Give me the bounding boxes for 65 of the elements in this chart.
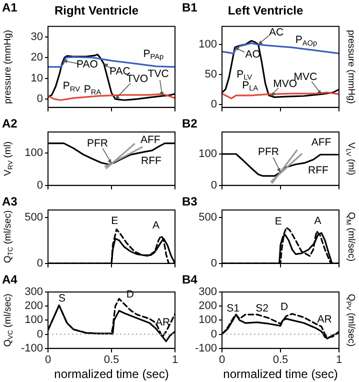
chart-title: Right Ventricle	[54, 4, 139, 18]
text: B3	[182, 194, 198, 208]
y-tick-label: 20	[30, 52, 43, 64]
y-tick-label: 0	[36, 93, 43, 106]
annotation: D	[280, 300, 289, 313]
y-tick-label: 0	[36, 179, 43, 192]
text: A1	[2, 0, 18, 14]
annotation: A	[314, 215, 322, 228]
annotation: S	[58, 292, 66, 304]
annotation: S2	[256, 302, 269, 314]
y-tick-label: 0	[210, 328, 217, 340]
text: B1	[182, 0, 198, 14]
text: A3	[2, 194, 18, 208]
y-axis-title: pressure (mmHg)	[345, 30, 356, 104]
y-tick-label: 0	[210, 257, 217, 270]
x-tick-label: 0.5	[272, 354, 288, 366]
x-tick-label: 0	[218, 354, 226, 366]
y-tick-label: -100	[20, 342, 43, 354]
y-tick-label: 0	[36, 257, 43, 270]
text: B4	[182, 272, 198, 286]
x-tick-label: 1	[336, 354, 342, 366]
y-tick-label: 30	[30, 30, 43, 43]
annotation: AR	[317, 314, 332, 326]
y-tick-label: 0	[210, 179, 217, 192]
y-tick-label: 300	[24, 286, 43, 298]
y-tick-label: 100	[198, 314, 217, 326]
x-tick-label: 0	[44, 354, 52, 366]
y-tick-label: 200	[198, 300, 217, 312]
annotation: RFF	[141, 154, 162, 167]
annotation: E	[111, 215, 118, 228]
y-tick-label: 10	[30, 72, 43, 84]
x-axis-title: normalized time (sec)	[54, 367, 169, 382]
y-tick-label: 100	[24, 147, 43, 160]
x-tick-label: 1	[172, 354, 178, 366]
annotation: E	[274, 215, 282, 228]
y-axis-title: pressure (mmHg)	[2, 30, 14, 104]
y-tick-label: -100	[194, 342, 217, 354]
annotation: TVC	[148, 68, 170, 80]
y-tick-label: 500	[24, 211, 43, 224]
annotation: PFR	[258, 146, 280, 158]
y-tick-label: 100	[198, 148, 217, 160]
annotation: PAO	[76, 58, 98, 71]
chart-title: Left Ventricle	[228, 4, 304, 18]
y-tick-label: 500	[198, 211, 217, 224]
x-axis-title: normalized time (sec)	[223, 367, 338, 382]
annotation: PFR	[87, 137, 108, 150]
annotation: A	[152, 220, 160, 232]
annotation: AO	[245, 48, 260, 60]
text: B2	[182, 116, 198, 130]
annotation: S1	[226, 302, 240, 314]
annotation: AFF	[311, 136, 332, 149]
annotation: AFF	[140, 134, 160, 146]
x-tick-label: 0.5	[104, 354, 120, 366]
annotation: RFF	[308, 164, 328, 177]
text: A2	[2, 116, 18, 130]
annotation: MVO	[273, 78, 298, 90]
text: A4	[2, 272, 18, 286]
y-tick-label: 0	[36, 328, 43, 340]
y-tick-label: 100	[198, 38, 217, 50]
annotation: AC	[268, 26, 284, 38]
y-tick-label: 0	[210, 98, 217, 110]
y-tick-label: 200	[24, 300, 43, 312]
y-tick-label: 100	[24, 314, 43, 326]
y-tick-label: 300	[198, 286, 217, 298]
y-tick-label: 50	[204, 68, 217, 80]
